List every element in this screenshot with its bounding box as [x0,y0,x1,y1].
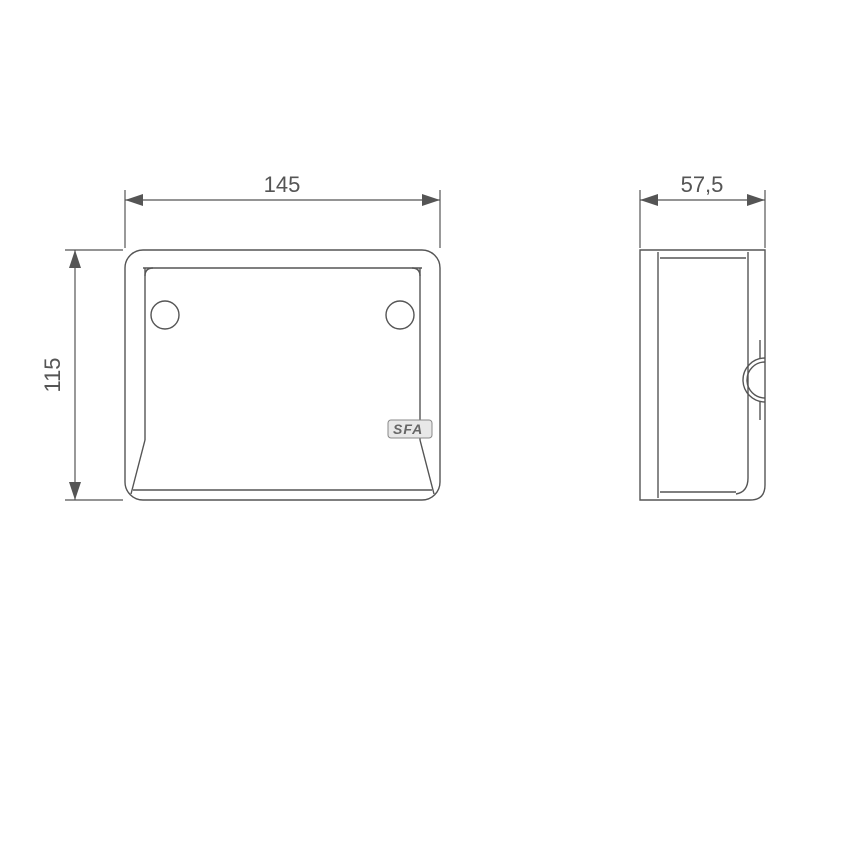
side-front-shell-inner [736,252,748,494]
dimension-width: 145 [125,172,440,248]
dimension-depth-label: 57,5 [681,172,724,197]
front-view: SFA [125,250,440,500]
technical-drawing: SFA 145 115 [0,0,850,850]
side-view [640,250,765,500]
dimension-depth: 57,5 [640,172,765,248]
front-bottom-bevel [131,440,434,494]
dimension-width-label: 145 [264,172,301,197]
dimension-height: 115 [40,250,123,500]
front-outer-case [125,250,440,500]
sfa-logo-text: SFA [393,421,423,437]
side-knockout-inner [747,362,765,398]
front-hole-left [151,301,179,329]
sfa-logo: SFA [388,420,432,438]
side-outline [640,250,765,500]
dimension-height-label: 115 [40,357,65,392]
front-hole-right [386,301,414,329]
front-inner-panel [143,268,422,440]
